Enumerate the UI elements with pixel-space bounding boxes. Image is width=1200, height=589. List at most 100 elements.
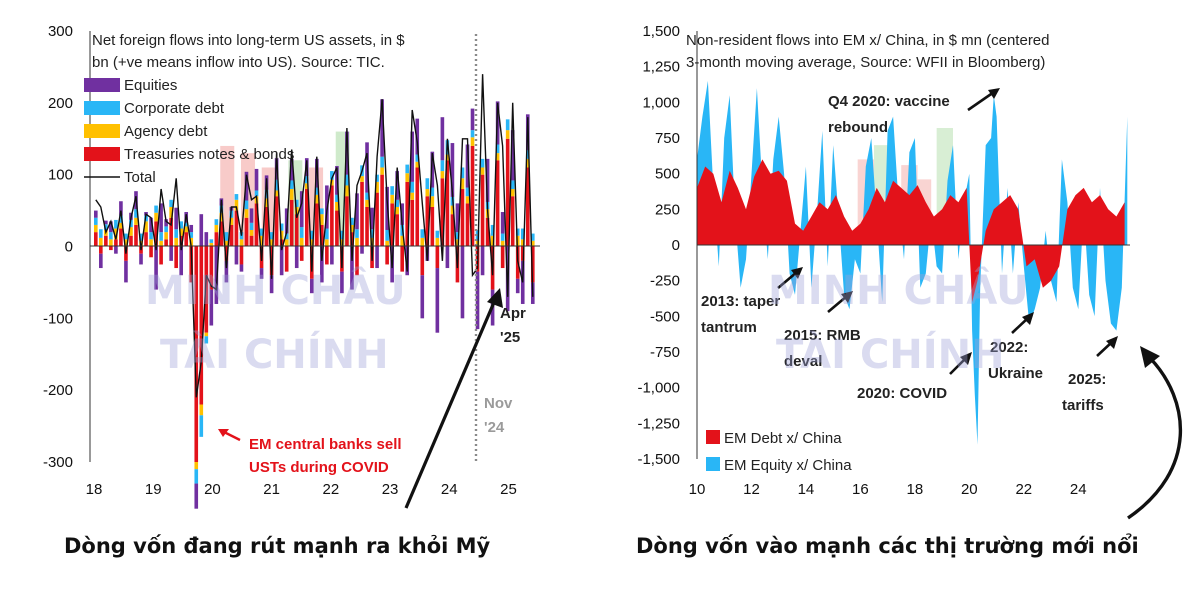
bar-corporate_debt-49: [340, 230, 344, 240]
bar-treasuries-48: [335, 210, 339, 247]
right-title-line-1: Non-resident flows into EM x/ China, in …: [686, 32, 1050, 49]
left-y-tick-4: -100: [43, 310, 73, 327]
bar-equities-77: [480, 246, 485, 276]
bar-agency_debt-48: [335, 201, 339, 211]
bar-corporate_debt-63: [410, 181, 415, 193]
right-y-tick-12: -1,500: [637, 451, 680, 468]
bar-treasuries-63: [410, 199, 415, 247]
bar-agency_debt-72: [455, 239, 460, 247]
bar-corporate_debt-54: [365, 192, 369, 200]
bar-corporate_debt-1: [99, 229, 103, 238]
bar-corporate_debt-34: [264, 189, 269, 199]
bar-corporate_debt-22: [204, 336, 209, 344]
tariffs-arrow-head: [1106, 336, 1118, 349]
bar-corporate_debt-26: [224, 232, 229, 241]
bar-corporate_debt-35: [269, 232, 274, 240]
legend-corporate-swatch: [84, 101, 120, 115]
right-x-tick-2: 14: [798, 481, 815, 498]
bar-equities-29: [239, 264, 244, 272]
bar-agency_debt-4: [114, 228, 118, 240]
bar-corporate_debt-83: [510, 180, 515, 190]
bar-corporate_debt-64: [415, 154, 420, 162]
bar-treasuries-66: [425, 196, 430, 247]
left-x-tick-0: 18: [86, 481, 103, 498]
left-y-tick-2: 100: [48, 167, 73, 184]
bar-treasuries-5: [119, 228, 123, 247]
legend-treasuries-label: Treasuries notes & bonds: [124, 146, 294, 163]
bar-treasuries-54: [365, 206, 369, 247]
bar-treasuries-83: [510, 196, 515, 247]
bar-agency_debt-16: [174, 237, 178, 247]
bar-treasuries-31: [249, 235, 254, 247]
vaccine-arrow-head: [988, 88, 1000, 99]
bar-agency_debt-1: [99, 237, 103, 247]
em-covid-arrow-head: [960, 352, 972, 365]
left-title-line-1: Net foreign flows into long-term US asse…: [92, 32, 405, 49]
bar-equities-14: [164, 219, 168, 227]
bar-treasuries-23: [209, 246, 214, 290]
left-watermark-line-2: TÀI CHÍNH: [160, 330, 389, 378]
apr-arrow: [404, 299, 497, 509]
bar-agency_debt-62: [405, 173, 410, 182]
bar-agency_debt-18: [184, 226, 189, 233]
bar-treasuries-21: [199, 246, 204, 405]
bar-corporate_debt-43: [309, 230, 314, 240]
bar-corporate_debt-56: [375, 174, 379, 182]
bar-corporate_debt-51: [350, 217, 354, 225]
bar-corporate_debt-2: [104, 224, 108, 230]
bar-equities-39: [289, 158, 294, 181]
bar-corporate_debt-57: [380, 156, 384, 168]
bar-agency_debt-67: [430, 196, 435, 207]
bar-agency_debt-53: [360, 176, 364, 182]
bar-equities-15: [169, 246, 173, 261]
taper-annotation-line-1: 2013: taper: [701, 293, 780, 310]
bar-agency_debt-80: [495, 153, 500, 161]
bar-equities-31: [249, 208, 254, 223]
bar-agency_debt-36: [274, 190, 279, 197]
bar-treasuries-65: [420, 246, 425, 276]
bar-corporate_debt-86: [525, 150, 530, 159]
legend-em-equity-label: EM Equity x/ China: [724, 457, 852, 474]
bar-corporate_debt-36: [274, 179, 279, 191]
bar-agency_debt-68: [435, 237, 440, 247]
left-watermark-line-1: MINH CHÂU: [145, 266, 406, 314]
bar-equities-3: [109, 221, 113, 233]
bar-equities-63: [410, 131, 415, 182]
left-x-tick-4: 22: [322, 481, 339, 498]
bar-equities-12: [154, 246, 158, 290]
bar-agency_debt-70: [445, 154, 450, 161]
right-x-tick-7: 24: [1070, 481, 1087, 498]
bar-equities-19: [189, 224, 194, 233]
bar-treasuries-46: [325, 246, 329, 265]
bar-corporate_debt-20: [194, 469, 199, 484]
bar-corporate_debt-45: [320, 208, 324, 215]
bar-treasuries-40: [294, 214, 299, 247]
bar-treasuries-15: [169, 217, 173, 247]
bar-corporate_debt-0: [94, 217, 98, 225]
legend-em-debt-swatch: [706, 430, 720, 444]
apr-annotation-line-1: Apr: [500, 305, 526, 322]
bar-corporate_debt-19: [189, 232, 194, 238]
bar-corporate_debt-62: [405, 164, 410, 174]
left-y-tick-5: -200: [43, 382, 73, 399]
bar-treasuries-51: [350, 232, 354, 247]
bar-treasuries-85: [520, 246, 525, 261]
bar-agency_debt-11: [149, 239, 153, 247]
nov-annotation-line-2: '24: [484, 419, 505, 436]
bar-agency_debt-60: [395, 206, 399, 215]
bar-treasuries-24: [214, 232, 219, 247]
ukraine-arrow-head: [1022, 312, 1034, 325]
bar-corporate_debt-24: [214, 219, 219, 225]
legend-equities-swatch: [84, 78, 120, 92]
bar-treasuries-70: [445, 160, 450, 247]
bar-treasuries-47: [330, 185, 334, 247]
bar-agency_debt-39: [289, 189, 294, 200]
bar-equities-69: [440, 117, 445, 161]
bar-agency_debt-35: [269, 239, 274, 247]
bar-agency_debt-30: [244, 209, 249, 218]
bar-treasuries-12: [154, 221, 158, 247]
bar-treasuries-60: [395, 214, 399, 247]
bar-equities-49: [340, 271, 344, 294]
bar-treasuries-59: [390, 203, 394, 247]
apr-annotation-line-2: '25: [500, 329, 520, 346]
